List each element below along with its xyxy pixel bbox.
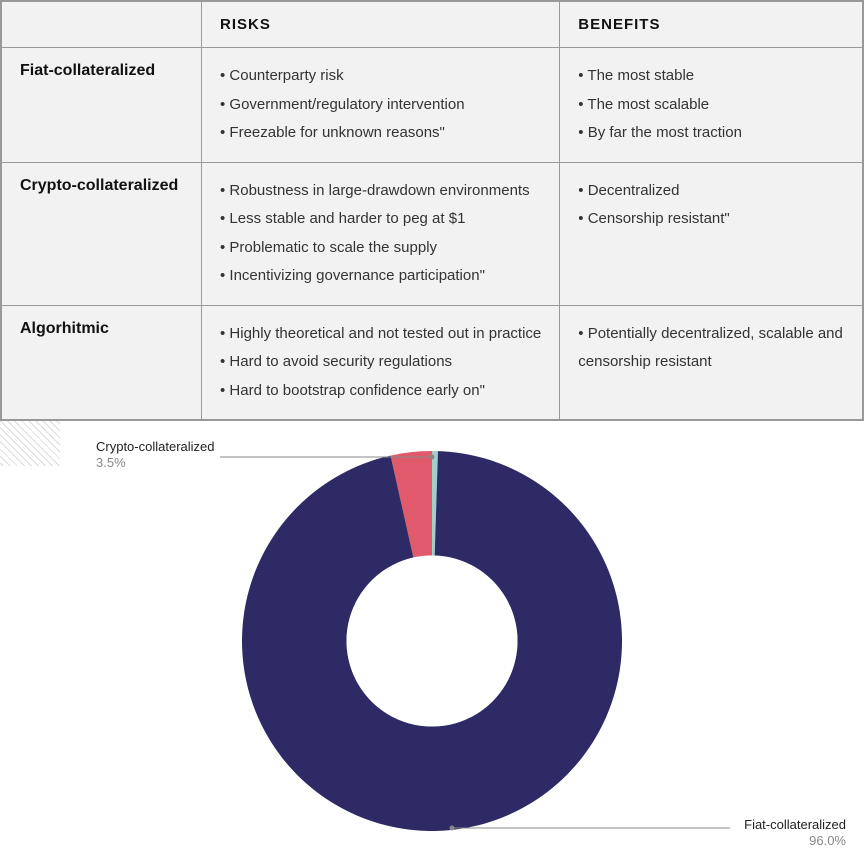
benefits-cell: • The most stable• The most scalable• By… (560, 48, 863, 163)
risk-item: • Hard to bootstrap confidence early on" (220, 377, 541, 406)
benefits-cell: • Potentially decentralized, scalable an… (560, 305, 863, 420)
risk-item: • Highly theoretical and not tested out … (220, 320, 541, 349)
label-fiat-name: Fiat-collateralized (744, 817, 846, 833)
risk-item: • Government/regulatory intervention (220, 91, 541, 120)
risk-item: • Problematic to scale the supply (220, 234, 541, 263)
row-label: Fiat-collateralized (2, 48, 202, 163)
row-label: Algorhitmic (2, 305, 202, 420)
col-header-benefits: BENEFITS (560, 2, 863, 48)
label-fiat-pct: 96.0% (744, 833, 846, 849)
risk-item: • Counterparty risk (220, 62, 541, 91)
benefit-item: • The most scalable (578, 91, 844, 120)
benefits-cell: • Decentralized• Censorship resistant" (560, 162, 863, 305)
risk-item: • Incentivizing governance participation… (220, 262, 541, 291)
benefit-item: • Censorship resistant" (578, 205, 844, 234)
table-corner (2, 2, 202, 48)
benefit-item: • The most stable (578, 62, 844, 91)
donut-chart-area: Crypto-collateralized 3.5% Fiat-collater… (0, 421, 864, 861)
risks-cell: • Highly theoretical and not tested out … (202, 305, 560, 420)
risk-item: • Less stable and harder to peg at $1 (220, 205, 541, 234)
benefit-item: • By far the most traction (578, 119, 844, 148)
risks-cell: • Counterparty risk• Government/regulato… (202, 48, 560, 163)
benefit-item: • Potentially decentralized, scalable an… (578, 320, 844, 377)
risk-item: • Robustness in large-drawdown environme… (220, 177, 541, 206)
comparison-table: RISKS BENEFITS Fiat-collateralized• Coun… (0, 0, 864, 421)
table-row: Fiat-collateralized• Counterparty risk• … (2, 48, 863, 163)
row-label: Crypto-collateralized (2, 162, 202, 305)
label-fiat: Fiat-collateralized 96.0% (744, 817, 846, 850)
risk-item: • Hard to avoid security regulations (220, 348, 541, 377)
table-row: Crypto-collateralized • Robustness in lar… (2, 162, 863, 305)
leader-line-fiat (0, 421, 864, 861)
table-row: Algorhitmic • Highly theoretical and not … (2, 305, 863, 420)
benefit-item: • Decentralized (578, 177, 844, 206)
col-header-risks: RISKS (202, 2, 560, 48)
risks-cell: • Robustness in large-drawdown environme… (202, 162, 560, 305)
risk-item: • Freezable for unknown reasons" (220, 119, 541, 148)
